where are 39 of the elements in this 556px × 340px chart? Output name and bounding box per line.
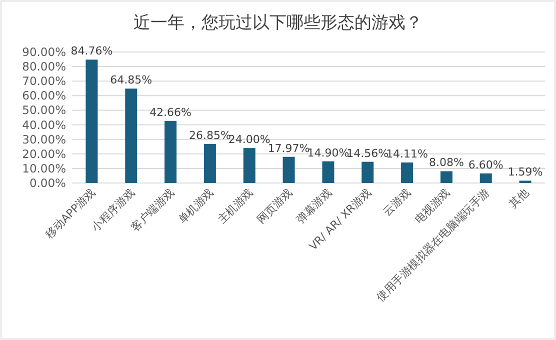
data-label: 14.11%	[386, 147, 428, 160]
y-tick-label: 10.00%	[22, 161, 66, 176]
bar	[164, 120, 177, 183]
x-tick-label: 云游戏	[380, 186, 414, 218]
bar	[282, 156, 295, 183]
x-tick-label: 主机游戏	[215, 186, 256, 226]
y-tick-label: 40.00%	[22, 118, 66, 132]
y-tick-label: 60.00%	[22, 88, 66, 103]
data-label: 24.00%	[228, 133, 270, 146]
data-label: 14.90%	[307, 146, 350, 160]
data-label: 64.85%	[110, 74, 152, 87]
y-tick-label: 20.00%	[22, 146, 66, 161]
bar	[440, 171, 452, 183]
data-label: 1.59%	[508, 166, 543, 179]
bar	[204, 144, 216, 183]
data-label: 17.97%	[268, 142, 310, 155]
bar	[86, 60, 98, 183]
data-label: 26.85%	[188, 128, 231, 142]
x-tick-label: 其他	[506, 186, 532, 211]
bar	[362, 162, 374, 183]
bar	[480, 173, 492, 183]
y-tick-label: 70.00%	[22, 74, 66, 88]
y-tick-label: 30.00%	[22, 132, 66, 146]
data-label: 6.60%	[468, 158, 504, 172]
data-label: 8.08%	[428, 156, 464, 170]
data-label: 42.66%	[150, 106, 192, 119]
x-tick-label: 网页游戏	[254, 186, 295, 226]
bar	[322, 161, 334, 183]
x-tick-label: 单机游戏	[176, 186, 216, 226]
chart-title: 近一年，您玩过以下哪些形态的游戏？	[134, 13, 422, 33]
bar	[401, 162, 414, 183]
bar	[125, 88, 138, 183]
y-tick-label: 90.00%	[22, 45, 66, 59]
y-tick-label: 50.00%	[22, 103, 66, 118]
y-tick-label: 0.00%	[29, 176, 66, 190]
data-label: 84.76%	[70, 44, 113, 58]
y-tick-label: 80.00%	[22, 60, 66, 74]
data-label: 14.56%	[346, 146, 389, 160]
bar	[243, 148, 256, 183]
